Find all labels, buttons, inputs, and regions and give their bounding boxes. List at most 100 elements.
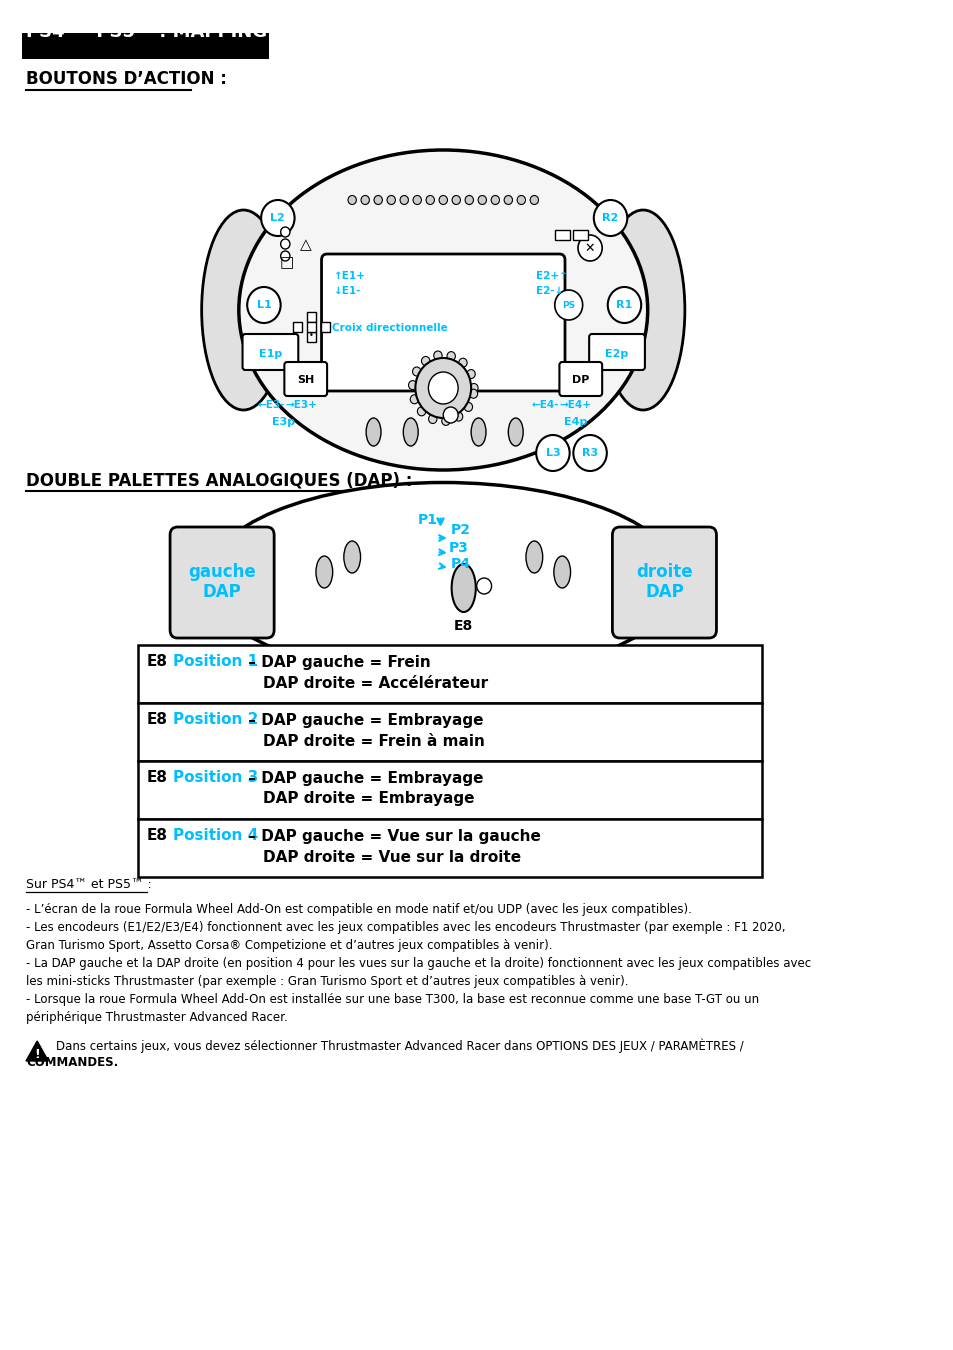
Text: Position 2: Position 2 — [172, 713, 258, 728]
Text: E1p: E1p — [258, 350, 282, 359]
Circle shape — [503, 196, 512, 204]
Bar — [293, 323, 302, 332]
Text: Croix directionnelle: Croix directionnelle — [332, 323, 447, 333]
Circle shape — [413, 196, 421, 204]
Text: E2-↓: E2-↓ — [536, 286, 563, 296]
Text: PS: PS — [561, 301, 575, 309]
Ellipse shape — [343, 541, 360, 572]
Text: P3: P3 — [449, 541, 469, 555]
Bar — [306, 323, 315, 332]
Text: périphérique Thrustmaster Advanced Racer.: périphérique Thrustmaster Advanced Racer… — [26, 1011, 288, 1023]
Bar — [137, 819, 761, 878]
Circle shape — [280, 227, 290, 238]
Circle shape — [464, 402, 472, 412]
Text: •: • — [309, 332, 314, 340]
Circle shape — [399, 196, 408, 204]
Ellipse shape — [206, 482, 679, 678]
Circle shape — [578, 235, 601, 261]
Text: DAP droite = Accélérateur: DAP droite = Accélérateur — [263, 675, 488, 690]
Text: ↑E1+: ↑E1+ — [334, 271, 365, 281]
Text: →E3+: →E3+ — [285, 400, 316, 410]
Text: →E4+: →E4+ — [558, 400, 591, 410]
Circle shape — [573, 435, 606, 471]
Text: E3p: E3p — [272, 417, 294, 427]
Text: E2p: E2p — [605, 350, 628, 359]
Circle shape — [410, 394, 418, 404]
Text: R1: R1 — [616, 300, 632, 310]
Text: COMMANDES.: COMMANDES. — [26, 1057, 118, 1069]
Text: △: △ — [299, 238, 312, 252]
FancyBboxPatch shape — [170, 526, 274, 639]
Text: Dans certains jeux, vous devez sélectionner Thrustmaster Advanced Racer dans OPT: Dans certains jeux, vous devez sélection… — [55, 1038, 742, 1053]
Text: DAP droite = Frein à main: DAP droite = Frein à main — [263, 733, 484, 748]
Text: E4p: E4p — [564, 417, 587, 427]
Text: □: □ — [279, 255, 294, 270]
Circle shape — [428, 373, 457, 404]
Text: ↓E1-: ↓E1- — [334, 286, 360, 296]
Ellipse shape — [403, 418, 417, 446]
Text: Position 3: Position 3 — [172, 771, 258, 786]
Circle shape — [458, 358, 467, 367]
Circle shape — [465, 196, 473, 204]
Ellipse shape — [471, 418, 485, 446]
Text: Position 4: Position 4 — [172, 829, 258, 844]
Text: E8: E8 — [147, 771, 168, 786]
Circle shape — [476, 578, 491, 594]
Text: – DAP gauche = Vue sur la gauche: – DAP gauche = Vue sur la gauche — [242, 829, 539, 844]
Text: - L’écran de la roue Formula Wheel Add-On est compatible en mode natif et/ou UDP: - L’écran de la roue Formula Wheel Add-O… — [26, 903, 691, 915]
Text: R3: R3 — [581, 448, 598, 458]
Text: DAP droite = Vue sur la droite: DAP droite = Vue sur la droite — [263, 849, 520, 864]
FancyBboxPatch shape — [284, 362, 327, 396]
Circle shape — [428, 414, 436, 424]
Circle shape — [360, 196, 369, 204]
Bar — [573, 230, 588, 240]
Circle shape — [555, 290, 582, 320]
Circle shape — [517, 196, 525, 204]
Text: – DAP gauche = Embrayage: – DAP gauche = Embrayage — [242, 713, 482, 728]
Ellipse shape — [554, 556, 570, 589]
Bar — [320, 323, 330, 332]
Circle shape — [469, 389, 477, 398]
Text: E2+↑: E2+↑ — [536, 271, 567, 281]
Text: – DAP gauche = Frein: – DAP gauche = Frein — [242, 655, 430, 670]
Circle shape — [426, 196, 434, 204]
Circle shape — [593, 200, 627, 236]
Text: DAP: DAP — [644, 583, 683, 601]
Polygon shape — [26, 1041, 49, 1061]
Text: E8: E8 — [147, 829, 168, 844]
FancyBboxPatch shape — [589, 333, 644, 370]
Bar — [306, 332, 315, 342]
Circle shape — [412, 367, 420, 377]
Ellipse shape — [366, 418, 380, 446]
Circle shape — [441, 416, 450, 425]
Circle shape — [469, 383, 477, 393]
Bar — [22, 32, 269, 59]
Text: – DAP gauche = Embrayage: – DAP gauche = Embrayage — [242, 771, 482, 786]
Circle shape — [452, 196, 460, 204]
Circle shape — [417, 406, 425, 416]
Circle shape — [280, 251, 290, 261]
Circle shape — [415, 358, 471, 418]
Ellipse shape — [201, 211, 285, 410]
Text: DP: DP — [572, 375, 589, 385]
Circle shape — [434, 351, 441, 360]
Circle shape — [280, 239, 290, 248]
Circle shape — [247, 288, 280, 323]
Circle shape — [530, 196, 537, 204]
Text: Sur PS4™ et PS5™ :: Sur PS4™ et PS5™ : — [26, 878, 152, 891]
Ellipse shape — [508, 418, 522, 446]
Circle shape — [261, 200, 294, 236]
Text: Gran Turismo Sport, Assetto Corsa® Competizione et d’autres jeux compatibles à v: Gran Turismo Sport, Assetto Corsa® Compe… — [26, 938, 552, 952]
Text: P1: P1 — [417, 513, 437, 526]
Text: !: ! — [34, 1048, 40, 1061]
Text: DAP droite = Embrayage: DAP droite = Embrayage — [263, 791, 474, 806]
Text: L3: L3 — [545, 448, 559, 458]
Circle shape — [607, 288, 640, 323]
Text: E8: E8 — [147, 655, 168, 670]
Text: DOUBLE PALETTES ANALOGIQUES (DAP) :: DOUBLE PALETTES ANALOGIQUES (DAP) : — [26, 472, 412, 490]
Circle shape — [438, 196, 447, 204]
Text: gauche: gauche — [188, 563, 255, 580]
Circle shape — [387, 196, 395, 204]
Text: ←E3-: ←E3- — [257, 400, 285, 410]
Text: L1: L1 — [256, 300, 271, 310]
